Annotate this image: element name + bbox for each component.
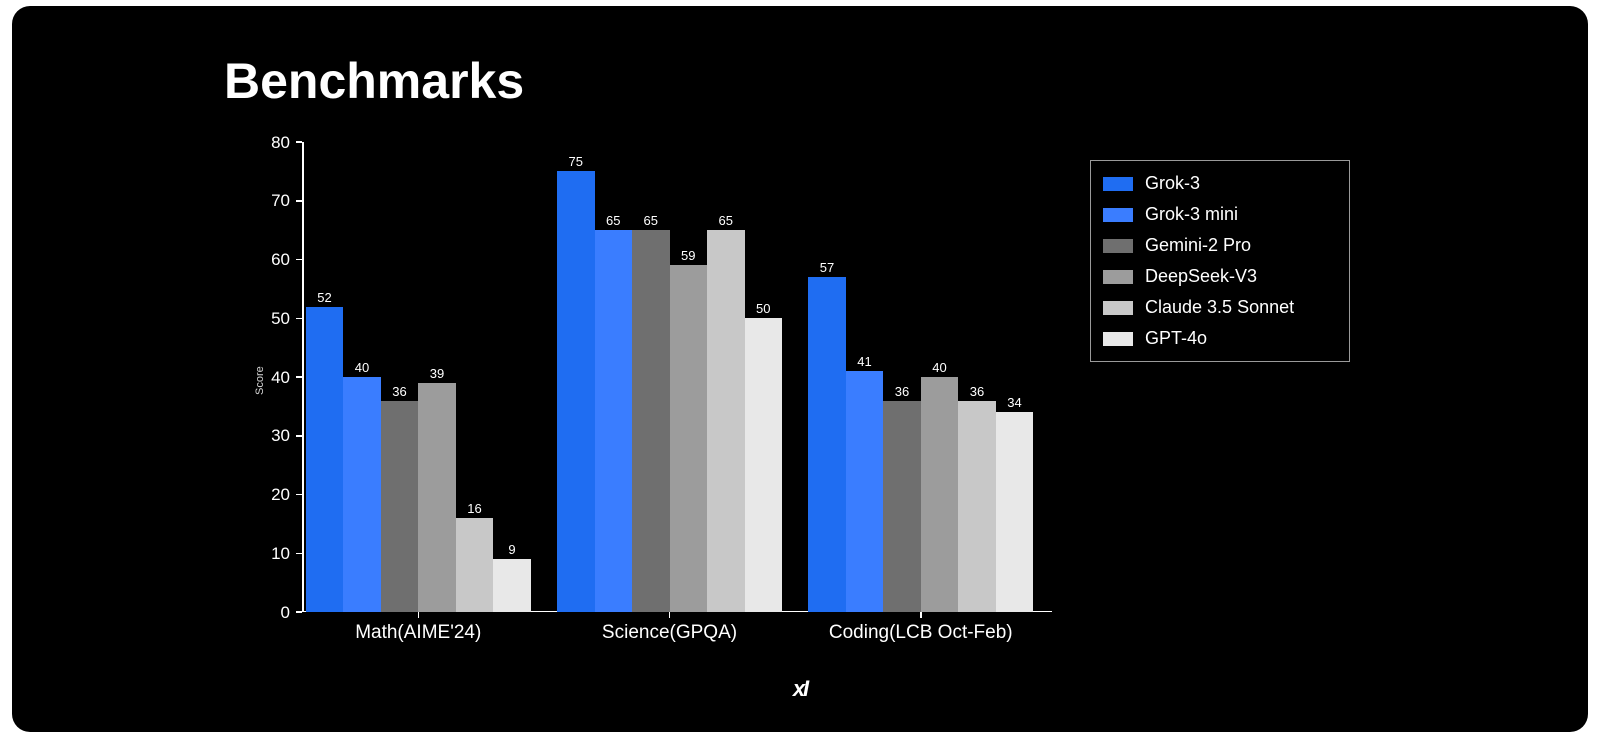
x-tick	[669, 612, 671, 618]
bar	[996, 412, 1034, 612]
bar-value-label: 36	[895, 384, 909, 399]
bar	[595, 230, 633, 612]
x-group-label: Science(GPQA)	[602, 622, 737, 644]
page-title: Benchmarks	[224, 52, 524, 110]
bar-value-label: 65	[644, 213, 658, 228]
x-group-label: Math(AIME'24)	[355, 622, 481, 644]
x-tick	[920, 612, 922, 618]
y-tick	[296, 200, 302, 202]
y-tick-label: 80	[250, 133, 290, 153]
bar-value-label: 50	[756, 301, 770, 316]
bar-value-label: 52	[317, 290, 331, 305]
legend-item: DeepSeek-V3	[1103, 266, 1337, 287]
bar	[343, 377, 381, 612]
legend-item: Gemini-2 Pro	[1103, 235, 1337, 256]
bar-value-label: 16	[467, 501, 481, 516]
legend-label: GPT-4o	[1145, 328, 1207, 349]
legend-swatch	[1103, 239, 1133, 253]
y-tick-label: 10	[250, 544, 290, 564]
chart-panel: Benchmarks 0 10 20 30 40 50 60 70 80 Score Math(AI…	[12, 6, 1588, 732]
legend: Grok-3 Grok-3 mini Gemini-2 Pro DeepSeek-V3…	[1090, 160, 1350, 362]
bar-value-label: 36	[970, 384, 984, 399]
x-tick	[418, 612, 420, 618]
bar-value-label: 65	[719, 213, 733, 228]
y-tick-label: 30	[250, 426, 290, 446]
bar	[456, 518, 494, 612]
y-tick	[296, 553, 302, 555]
bar	[707, 230, 745, 612]
bar-value-label: 40	[355, 360, 369, 375]
legend-label: DeepSeek-V3	[1145, 266, 1257, 287]
y-tick	[296, 611, 302, 613]
y-tick	[296, 435, 302, 437]
bar	[883, 401, 921, 613]
bar	[493, 559, 531, 612]
bar	[846, 371, 884, 612]
bar-value-label: 41	[857, 354, 871, 369]
legend-swatch	[1103, 332, 1133, 346]
legend-swatch	[1103, 208, 1133, 222]
legend-label: Claude 3.5 Sonnet	[1145, 297, 1294, 318]
frame: Benchmarks 0 10 20 30 40 50 60 70 80 Score Math(AI…	[0, 0, 1600, 738]
benchmark-bar-chart: 01020304050607080ScoreMath(AIME'24)52403…	[302, 142, 1052, 612]
bar	[557, 171, 595, 612]
bar	[381, 401, 419, 613]
bar-value-label: 39	[430, 366, 444, 381]
y-tick	[296, 318, 302, 320]
y-axis-title: Score	[254, 366, 266, 395]
bar	[306, 307, 344, 613]
y-tick-label: 70	[250, 191, 290, 211]
bar-value-label: 75	[569, 154, 583, 169]
legend-swatch	[1103, 177, 1133, 191]
bar	[745, 318, 783, 612]
legend-swatch	[1103, 301, 1133, 315]
bar	[418, 383, 456, 612]
bar-value-label: 40	[932, 360, 946, 375]
bar-value-label: 59	[681, 248, 695, 263]
legend-label: Gemini-2 Pro	[1145, 235, 1251, 256]
y-tick	[296, 376, 302, 378]
legend-label: Grok-3	[1145, 173, 1200, 194]
x-group-label: Coding(LCB Oct-Feb)	[829, 622, 1013, 644]
y-tick-label: 0	[250, 603, 290, 623]
bar	[808, 277, 846, 612]
y-tick	[296, 259, 302, 261]
legend-item: Grok-3 mini	[1103, 204, 1337, 225]
legend-item: Grok-3	[1103, 173, 1337, 194]
bar-value-label: 9	[508, 542, 515, 557]
y-tick	[296, 141, 302, 143]
bar	[958, 401, 996, 613]
bar-value-label: 65	[606, 213, 620, 228]
bar	[921, 377, 959, 612]
y-tick-label: 50	[250, 309, 290, 329]
bar-value-label: 57	[820, 260, 834, 275]
bar	[670, 265, 708, 612]
legend-swatch	[1103, 270, 1133, 284]
y-tick-label: 20	[250, 485, 290, 505]
y-axis-line	[302, 142, 304, 612]
legend-label: Grok-3 mini	[1145, 204, 1238, 225]
bar	[632, 230, 670, 612]
legend-item: Claude 3.5 Sonnet	[1103, 297, 1337, 318]
y-tick	[296, 494, 302, 496]
xai-logo: xI	[793, 676, 807, 702]
bar-value-label: 36	[392, 384, 406, 399]
legend-item: GPT-4o	[1103, 328, 1337, 349]
y-tick-label: 60	[250, 250, 290, 270]
bar-value-label: 34	[1007, 395, 1021, 410]
